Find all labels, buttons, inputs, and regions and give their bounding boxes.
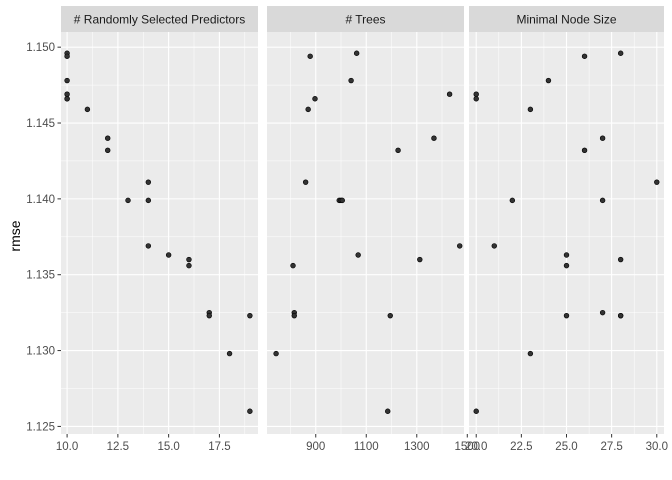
x-tick-label: 20.0 (465, 441, 487, 453)
facet-panel: # Trees 900 1100 1300 1500 (267, 6, 480, 453)
x-tick-label: 12.5 (107, 441, 129, 453)
data-point (247, 312, 253, 319)
facet-strip-title: Minimal Node Size (516, 13, 616, 27)
data-point (312, 96, 318, 102)
data-point (473, 408, 479, 414)
y-tick-label: 1.140 (26, 194, 55, 206)
data-point (273, 350, 279, 357)
x-tick-label: 15.0 (157, 441, 179, 453)
data-point (64, 53, 70, 59)
data-point (226, 350, 233, 357)
facet-strip (267, 6, 464, 32)
y-axis-title: rmse (7, 220, 23, 251)
data-point (125, 197, 131, 204)
data-point (105, 147, 111, 154)
data-point (563, 312, 570, 319)
data-point (473, 91, 479, 97)
data-point (84, 106, 91, 113)
x-tick-label: 10.0 (56, 441, 78, 453)
x-tick-label: 900 (306, 441, 325, 453)
y-tick-label: 1.135 (26, 270, 55, 282)
data-point (563, 262, 570, 269)
facet-strip-title: # Trees (345, 13, 385, 27)
data-point (290, 262, 296, 269)
data-point (145, 197, 152, 204)
y-tick-label: 1.145 (26, 118, 55, 130)
panel-background (267, 32, 464, 434)
data-point (64, 96, 70, 102)
x-tick-label: 30.0 (646, 441, 668, 453)
facet-strip-title: # Randomly Selected Predictors (74, 13, 245, 27)
data-point (545, 77, 552, 84)
x-tick-label: 1100 (354, 441, 379, 453)
data-point (353, 50, 360, 56)
data-point (581, 147, 588, 154)
panel-background (61, 32, 258, 434)
data-point (339, 197, 345, 204)
panels-layer: # Randomly Selected Predictors 10.0 12.5 15… (56, 6, 668, 453)
data-point (291, 312, 297, 319)
data-point (599, 135, 606, 141)
data-point (64, 77, 70, 84)
data-point (355, 252, 361, 258)
data-point (491, 243, 497, 249)
data-point (617, 50, 624, 56)
data-point (527, 350, 534, 357)
x-tick-label: 17.5 (208, 441, 230, 453)
x-tick-label: 27.5 (600, 441, 622, 453)
data-point (165, 252, 172, 258)
data-point (563, 252, 570, 258)
y-tick-label: 1.125 (26, 421, 55, 433)
y-axis: 1.125 1.130 1.135 1.140 1.145 1.150 (26, 42, 61, 433)
data-point (206, 312, 212, 319)
data-point (105, 135, 111, 141)
data-point (446, 91, 453, 97)
data-point (599, 309, 606, 316)
facet-panel: # Randomly Selected Predictors 10.0 12.5 15… (56, 6, 258, 453)
data-point (527, 106, 534, 113)
y-tick-label: 1.130 (26, 346, 55, 358)
data-point (348, 77, 354, 84)
facet-strip (469, 6, 664, 32)
data-point (395, 147, 401, 154)
data-point (305, 106, 311, 113)
data-point (247, 408, 253, 414)
data-point (431, 135, 437, 141)
data-point (307, 53, 313, 59)
data-point (599, 197, 606, 204)
x-tick-label: 1500 (454, 441, 480, 453)
y-tick-label: 1.150 (26, 42, 55, 54)
x-tick-label: 22.5 (510, 441, 532, 453)
data-point (145, 243, 152, 249)
data-point (473, 96, 479, 102)
data-point (617, 312, 624, 319)
data-point (186, 256, 192, 263)
facet-panel: Minimal Node Size 20.0 22.5 25.0 27.5 30.0 (465, 6, 668, 453)
data-point (302, 179, 309, 185)
x-tick-label: 1300 (404, 441, 430, 453)
data-point (581, 53, 588, 59)
data-point (617, 256, 624, 263)
facet-strip (61, 6, 258, 32)
data-point (186, 262, 192, 269)
data-point (64, 91, 70, 97)
x-tick-label: 25.0 (555, 441, 577, 453)
data-point (654, 179, 660, 185)
data-point (387, 312, 393, 319)
data-point (145, 179, 152, 185)
data-point (457, 243, 463, 249)
data-point (509, 197, 516, 204)
data-point (385, 408, 391, 414)
data-point (417, 256, 423, 263)
